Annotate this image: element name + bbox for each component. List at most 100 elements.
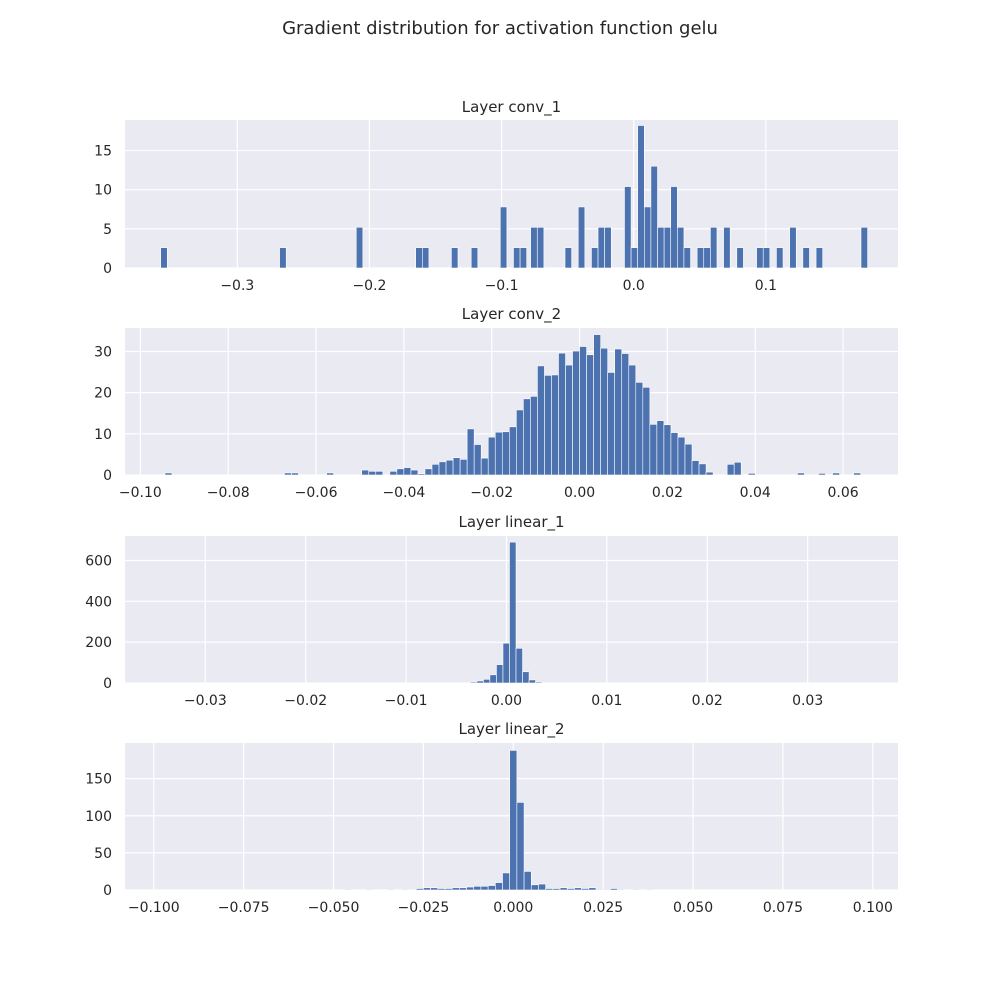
- histogram-bar: [417, 473, 426, 476]
- histogram-bar: [431, 463, 440, 476]
- panel-title-conv-2: Layer conv_2: [462, 305, 561, 324]
- y-tick-label: 200: [85, 635, 112, 651]
- histogram-bar: [566, 888, 575, 891]
- histogram-bar: [415, 247, 423, 269]
- y-tick-label: 15: [94, 144, 112, 160]
- histogram-bar: [344, 888, 352, 891]
- histogram-bar: [509, 426, 517, 476]
- histogram-bar: [552, 888, 561, 891]
- histogram-bar: [586, 354, 594, 476]
- x-tick-label: −0.10: [119, 485, 162, 501]
- y-tick-label: 5: [103, 222, 112, 238]
- histogram-bar: [291, 472, 299, 476]
- x-tick-label: −0.08: [207, 485, 250, 501]
- histogram-bar: [389, 470, 398, 476]
- y-tick-label: 150: [85, 772, 112, 788]
- x-tick-label: −0.06: [295, 485, 338, 501]
- histogram-bar: [677, 226, 685, 269]
- histogram-bar: [617, 888, 626, 891]
- histogram-bar: [422, 247, 430, 269]
- y-tick-label: 20: [94, 386, 112, 402]
- histogram-bar: [509, 541, 517, 684]
- histogram-bar: [522, 671, 530, 684]
- x-tick-label: 0.04: [740, 485, 771, 501]
- histogram-bar: [451, 887, 460, 891]
- histogram-bar: [473, 885, 482, 891]
- histogram-bar: [415, 888, 424, 891]
- histogram-bar: [423, 887, 431, 891]
- histogram-bar: [513, 247, 521, 269]
- histogram-bar: [643, 206, 652, 269]
- x-tick-label: 0.01: [591, 693, 622, 709]
- histogram-bar: [368, 470, 377, 476]
- histogram-bar: [470, 681, 478, 684]
- histogram-bar: [495, 882, 503, 891]
- histogram-bar: [776, 247, 784, 269]
- histogram-bar: [564, 247, 572, 269]
- histogram-bar: [355, 226, 364, 269]
- histogram-bar: [650, 165, 658, 269]
- histogram-bar: [487, 885, 496, 891]
- histogram-bar: [691, 460, 700, 476]
- histogram-bar: [595, 888, 604, 891]
- histogram-bar: [624, 186, 632, 269]
- histogram-bar: [476, 680, 484, 684]
- x-tick-label: −0.04: [382, 485, 425, 501]
- panel-title-linear-2: Layer linear_2: [458, 720, 564, 739]
- histogram-bar: [756, 247, 764, 269]
- histogram-bar: [762, 247, 771, 269]
- histogram-bar: [496, 664, 504, 684]
- histogram-bar: [614, 348, 623, 476]
- histogram-bar: [579, 346, 587, 476]
- panel-conv-2: −0.10 −0.08 −0.06 −0.04 −0.02 0.00 0.02 0.04 0.0…: [94, 305, 898, 501]
- x-tick-label: 0.100: [853, 900, 893, 916]
- y-tick-label: 600: [85, 554, 112, 570]
- histogram-bar: [818, 473, 826, 476]
- histogram-bar: [797, 472, 805, 476]
- histogram-bar: [361, 469, 370, 476]
- histogram-bar: [403, 467, 412, 476]
- histogram-bar: [588, 887, 597, 891]
- x-tick-label: 0.03: [792, 693, 823, 709]
- histogram-bar: [523, 871, 532, 891]
- histogram-bar: [789, 226, 797, 269]
- histogram-bar: [631, 888, 640, 891]
- histogram-bar: [663, 226, 672, 269]
- histogram-bar: [656, 420, 665, 476]
- histogram-bar: [607, 372, 616, 476]
- histogram-bar: [501, 431, 510, 476]
- histogram-bar: [445, 459, 454, 476]
- histogram-bar: [733, 461, 742, 476]
- histogram-bar: [684, 443, 693, 476]
- histogram-bar: [535, 681, 543, 684]
- x-tick-label: −0.100: [128, 900, 180, 916]
- y-tick-label: 0: [103, 676, 112, 692]
- histogram-bar: [630, 247, 638, 269]
- histogram-bar: [437, 888, 446, 891]
- histogram-bar: [530, 884, 539, 891]
- histogram-bar: [853, 472, 861, 476]
- histogram-bar: [545, 888, 554, 891]
- histogram-bar: [284, 472, 292, 476]
- histogram-bar: [515, 647, 523, 684]
- histogram-bar: [502, 872, 511, 891]
- y-tick-label: 10: [94, 183, 112, 199]
- histogram-bar: [657, 226, 665, 269]
- figure-title: Gradient distribution for activation fun…: [282, 18, 718, 39]
- histogram-bar: [537, 365, 545, 476]
- histogram-bar: [483, 679, 491, 684]
- histogram-bar: [536, 226, 545, 269]
- histogram-bar: [663, 424, 672, 476]
- y-tick-label: 50: [94, 846, 112, 862]
- histogram-bar: [581, 888, 590, 891]
- histogram-bar: [591, 247, 599, 269]
- histogram-bar: [802, 247, 810, 269]
- x-tick-label: 0.075: [763, 900, 803, 916]
- histogram-bar: [597, 226, 605, 269]
- y-tick-label: 0: [103, 468, 112, 484]
- histogram-bar: [459, 887, 467, 891]
- histogram-bar: [451, 247, 459, 269]
- histogram-bar: [538, 883, 546, 891]
- histogram-bar: [710, 226, 718, 269]
- x-tick-label: 0.0: [623, 278, 645, 294]
